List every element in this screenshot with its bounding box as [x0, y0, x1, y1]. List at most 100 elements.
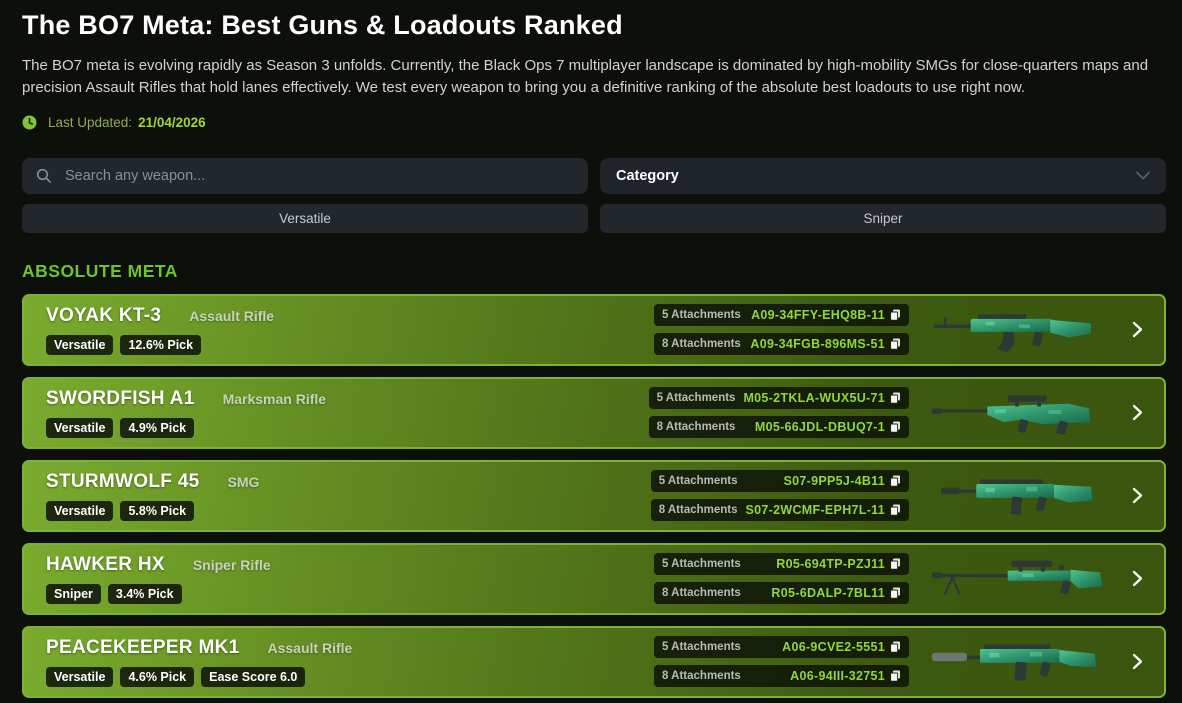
badge: Versatile	[46, 500, 114, 521]
weapon-image-ak-rifle	[925, 299, 1120, 361]
loadout-label: 8 Attachments	[662, 338, 741, 350]
copy-icon[interactable]	[890, 558, 901, 570]
filter-button-sniper[interactable]: Sniper	[600, 203, 1166, 233]
badge: Versatile	[46, 666, 114, 687]
loadout-list: 5 Attachments S07-9PP5J-4B11 8 Attachment…	[650, 470, 909, 521]
weapon-card-info: PEACEKEEPER MK1 Assault Rifle Versatile 4…	[46, 637, 654, 687]
search-box[interactable]	[22, 157, 588, 194]
loadout-code: S07-9PP5J-4B11	[783, 474, 885, 488]
last-updated-date: 21/04/2026	[138, 114, 206, 130]
last-updated-row: Last Updated: 21/04/2026	[22, 115, 1166, 130]
loadout-label: 5 Attachments	[656, 392, 736, 404]
loadout-code: R05-694TP-PZJ11	[776, 557, 885, 571]
loadout-code: A09-34FGB-896MS-51	[750, 337, 885, 351]
badge: Versatile	[46, 334, 114, 355]
section-heading: ABSOLUTE META	[22, 260, 178, 281]
loadout-row: 5 Attachments M05-2TKLA-WUX5U-71	[648, 387, 909, 409]
weapon-image-smg	[925, 465, 1120, 527]
badge-row: Versatile 5.8% Pick	[46, 500, 651, 521]
loadout-code: A09-34FFY-EHQ8B-11	[751, 308, 885, 322]
loadout-label: 8 Attachments	[662, 587, 741, 599]
loadout-label: 5 Attachments	[662, 641, 741, 653]
loadout-code: R05-6DALP-7BL11	[771, 586, 885, 600]
chevron-right-icon	[1120, 653, 1154, 670]
loadout-label: 5 Attachments	[662, 558, 741, 570]
badge-row: Sniper 3.4% Pick	[46, 583, 654, 604]
filter-button-versatile[interactable]: Versatile	[22, 203, 588, 233]
chevron-down-icon	[1136, 171, 1150, 180]
badge: 4.9% Pick	[120, 417, 195, 438]
badge: 12.6% Pick	[120, 334, 202, 355]
weapon-card-3[interactable]: STURMWOLF 45 SMG Versatile 5.8% Pick 5 At…	[22, 459, 1166, 532]
weapon-name: VOYAK KT-3	[46, 304, 162, 326]
badge: Sniper	[46, 583, 101, 604]
weapon-card-info: HAWKER HX Sniper Rifle Sniper 3.4% Pick	[46, 554, 654, 604]
loadout-code: A06-9CVE2-5551	[782, 640, 885, 654]
search-icon	[36, 168, 52, 184]
weapon-type: Sniper Rifle	[192, 556, 271, 573]
chevron-right-icon	[1120, 404, 1154, 421]
loadout-row: 5 Attachments S07-9PP5J-4B11	[650, 470, 909, 492]
weapon-card-4[interactable]: HAWKER HX Sniper Rifle Sniper 3.4% Pick 5…	[22, 542, 1166, 615]
loadout-code: S07-2WCMF-EPH7L-11	[745, 503, 885, 517]
weapon-type: SMG	[227, 473, 260, 490]
weapon-card-list: VOYAK KT-3 Assault Rifle Versatile 12.6% …	[22, 293, 1166, 698]
filter-bar: Category Versatile Sniper	[22, 157, 1166, 233]
copy-icon[interactable]	[890, 504, 901, 516]
category-select[interactable]: Category	[600, 157, 1166, 194]
page-title: The BO7 Meta: Best Guns & Loadouts Ranke…	[22, 10, 623, 40]
weapon-card-1[interactable]: VOYAK KT-3 Assault Rifle Versatile 12.6% …	[22, 293, 1166, 366]
loadout-label: 8 Attachments	[662, 670, 741, 682]
weapon-card-info: STURMWOLF 45 SMG Versatile 5.8% Pick	[46, 471, 651, 521]
weapon-type: Marksman Rifle	[222, 390, 327, 407]
chevron-right-icon	[1120, 321, 1154, 338]
loadout-label: 5 Attachments	[658, 475, 738, 487]
loadout-row: 8 Attachments M05-66JDL-DBUQ7-1	[648, 416, 909, 438]
weapon-name: HAWKER HX	[46, 553, 165, 575]
last-updated-label: Last Updated:	[48, 114, 133, 130]
weapon-name: PEACEKEEPER MK1	[46, 636, 240, 658]
copy-icon[interactable]	[890, 587, 901, 599]
badge: 3.4% Pick	[107, 583, 182, 604]
loadout-row: 8 Attachments A06-94III-32751	[654, 665, 909, 687]
loadout-list: 5 Attachments A06-9CVE2-5551 8 Attachment…	[654, 636, 909, 687]
copy-icon[interactable]	[890, 309, 901, 321]
loadout-code: M05-2TKLA-WUX5U-71	[743, 391, 885, 405]
copy-icon[interactable]	[890, 641, 901, 653]
badge: 4.6% Pick	[120, 666, 195, 687]
weapon-card-info: SWORDFISH A1 Marksman Rifle Versatile 4.9…	[46, 388, 649, 438]
weapon-card-2[interactable]: SWORDFISH A1 Marksman Rifle Versatile 4.9…	[22, 376, 1166, 449]
loadout-row: 5 Attachments A09-34FFY-EHQ8B-11	[654, 304, 909, 326]
weapon-card-5[interactable]: PEACEKEEPER MK1 Assault Rifle Versatile 4…	[22, 625, 1166, 698]
weapon-image-bullpup-dmr	[925, 382, 1120, 444]
badge-row: Versatile 4.6% Pick Ease Score 6.0	[46, 666, 654, 687]
page-description: The BO7 meta is evolving rapidly as Seas…	[22, 57, 1149, 96]
badge: Ease Score 6.0	[201, 666, 306, 687]
weapon-name: STURMWOLF 45	[46, 470, 200, 492]
loadout-code: M05-66JDL-DBUQ7-1	[754, 420, 885, 434]
clock-icon	[22, 115, 37, 130]
badge: Versatile	[46, 417, 114, 438]
badge-row: Versatile 12.6% Pick	[46, 334, 654, 355]
weapon-card-info: VOYAK KT-3 Assault Rifle Versatile 12.6% …	[46, 305, 654, 355]
copy-icon[interactable]	[890, 421, 901, 433]
badge: 5.8% Pick	[120, 500, 195, 521]
loadout-code: A06-94III-32751	[790, 669, 885, 683]
weapon-image-sniper	[925, 548, 1120, 610]
loadout-list: 5 Attachments M05-2TKLA-WUX5U-71 8 Attach…	[648, 387, 909, 438]
weapon-image-suppressed-ar	[925, 631, 1120, 693]
badge-row: Versatile 4.9% Pick	[46, 417, 649, 438]
copy-icon[interactable]	[890, 475, 901, 487]
loadout-label: 8 Attachments	[658, 504, 738, 516]
copy-icon[interactable]	[890, 338, 901, 350]
copy-icon[interactable]	[890, 392, 901, 404]
search-input[interactable]	[63, 166, 574, 185]
copy-icon[interactable]	[890, 670, 901, 682]
loadout-label: 8 Attachments	[656, 421, 736, 433]
loadout-row: 5 Attachments R05-694TP-PZJ11	[654, 553, 909, 575]
loadout-label: 5 Attachments	[662, 309, 741, 321]
loadout-list: 5 Attachments A09-34FFY-EHQ8B-11 8 Attach…	[654, 304, 909, 355]
loadout-row: 5 Attachments A06-9CVE2-5551	[654, 636, 909, 658]
weapon-type: Assault Rifle	[267, 639, 353, 656]
